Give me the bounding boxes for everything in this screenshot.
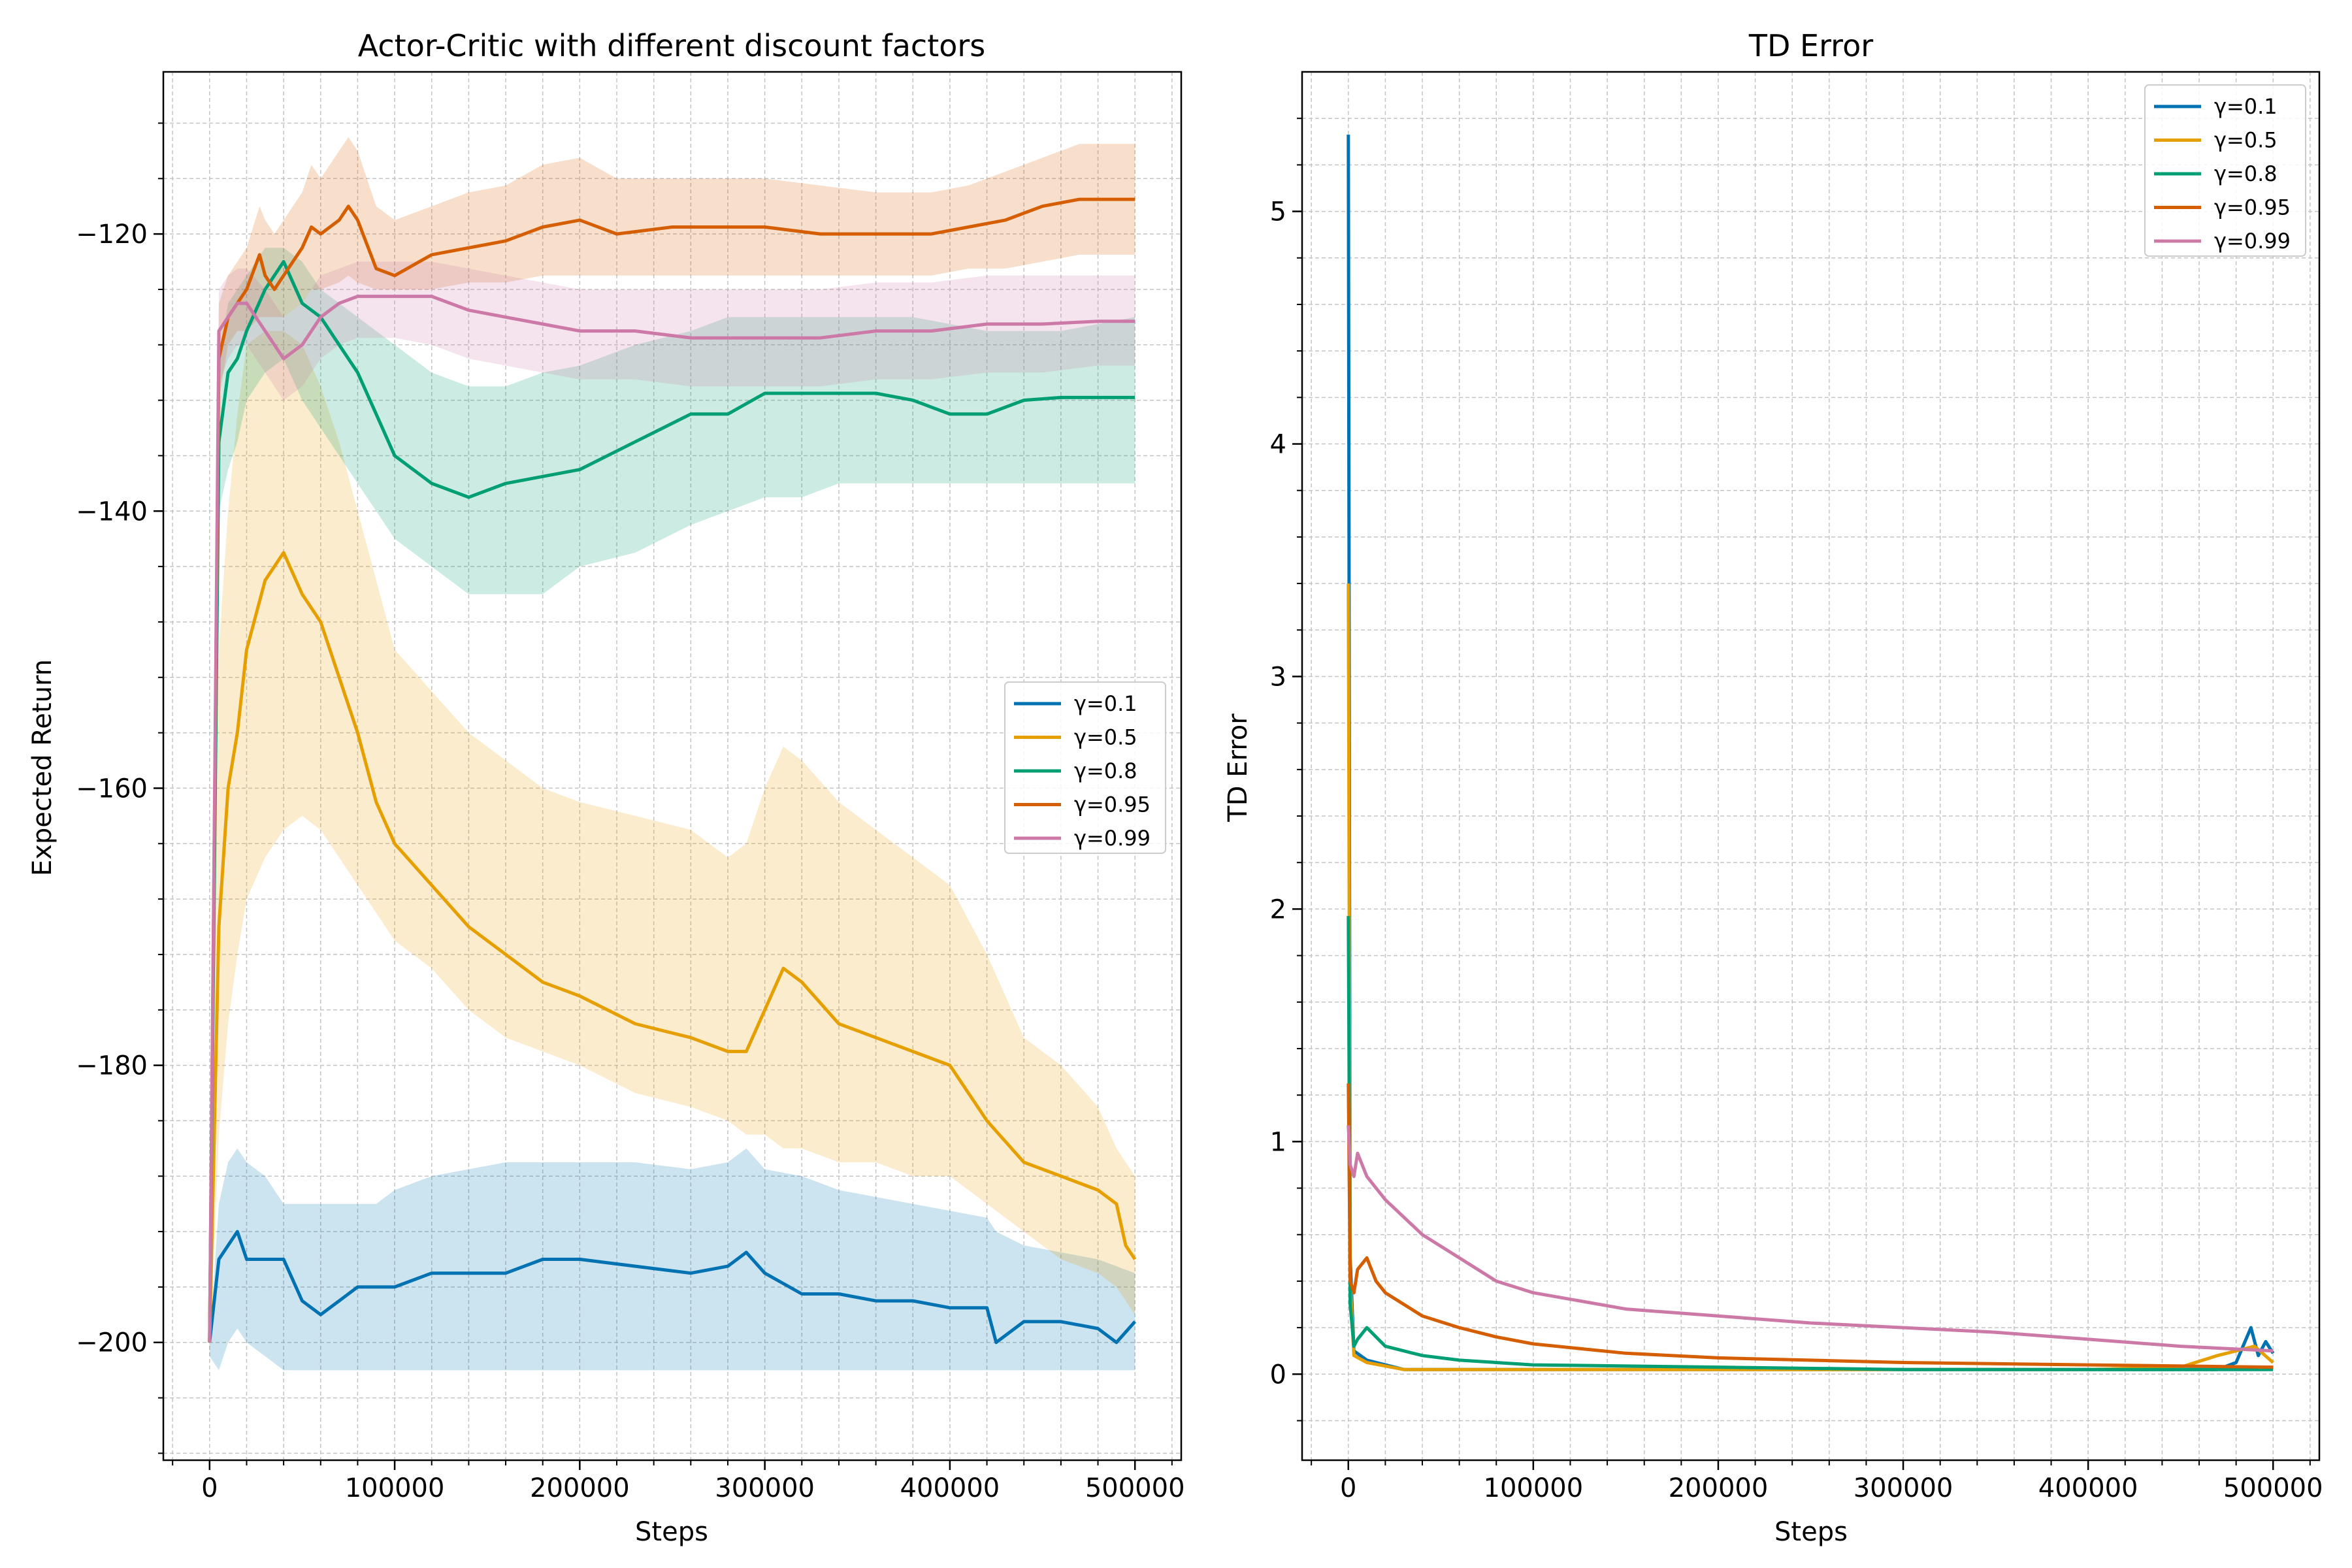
series-line <box>208 551 1137 1343</box>
series-line <box>1347 916 2274 1371</box>
y-tick-label: −200 <box>76 1328 148 1358</box>
legend-frame <box>2144 84 2306 257</box>
x-tick-label: 500000 <box>1085 1473 1185 1503</box>
plot-area <box>1347 135 2275 1371</box>
legend-label: γ=0.95 <box>1074 792 1151 817</box>
axes-frame <box>162 71 1183 1462</box>
x-tick-label: 200000 <box>1669 1473 1769 1503</box>
chart-panel-right: TD Error Steps TD Error 0 100000 200000 300… <box>1223 28 2323 1547</box>
series-line <box>208 295 1135 1343</box>
x-tick-label: 300000 <box>1854 1473 1953 1503</box>
legend-label: γ=0.99 <box>1074 826 1151 851</box>
x-tick-label: 100000 <box>1484 1473 1584 1503</box>
x-axis-label-right: Steps <box>1774 1517 1848 1547</box>
x-tick-label: 400000 <box>2038 1473 2138 1503</box>
chart-title-left: Actor-Critic with different discount fac… <box>358 28 986 63</box>
series-line <box>1347 1083 2274 1369</box>
x-tick-label: 0 <box>1340 1473 1356 1503</box>
chart-title-right: TD Error <box>1748 28 1873 63</box>
legend-label: γ=0.1 <box>2214 94 2278 119</box>
y-tick-label: −120 <box>76 220 148 250</box>
x-tick-label: 200000 <box>530 1473 630 1503</box>
series-band <box>209 248 1135 1356</box>
series-band <box>209 331 1135 1356</box>
legend-label: γ=0.99 <box>2214 229 2291 253</box>
legend: γ=0.1 γ=0.5 γ=0.8 γ=0.95 γ=0.99 <box>1004 681 1166 854</box>
x-tick-label: 500000 <box>2223 1473 2323 1503</box>
plot-area <box>208 137 1137 1371</box>
ticks: 0 100000 200000 300000 400000 500000 −120 −140 −… <box>76 122 1185 1503</box>
y-tick-label: 1 <box>1270 1127 1286 1157</box>
chart-panel-left: Actor-Critic with different discount fac… <box>27 28 1185 1547</box>
series-line <box>208 197 1135 1343</box>
legend-label: γ=0.95 <box>2214 195 2291 220</box>
series-band <box>209 137 1135 1356</box>
grid-lines <box>1302 72 2319 1460</box>
y-tick-label: −140 <box>76 497 148 527</box>
ticks: 0 100000 200000 300000 400000 500000 0 1 2 3 4 5 <box>1270 118 2323 1503</box>
y-tick-label: 0 <box>1270 1360 1286 1390</box>
legend-label: γ=0.8 <box>1074 759 1137 783</box>
series-band <box>209 1148 1135 1371</box>
legend-label: γ=0.1 <box>1074 691 1137 716</box>
y-tick-label: 5 <box>1270 197 1286 227</box>
legend-label: γ=0.5 <box>2214 128 2278 153</box>
y-axis-label-right: TD Error <box>1223 713 1253 823</box>
y-axis-label-left: Expected Return <box>27 659 57 876</box>
series-line <box>208 260 1135 1343</box>
x-tick-label: 0 <box>201 1473 218 1503</box>
y-tick-label: −160 <box>76 774 148 804</box>
x-tick-label: 400000 <box>900 1473 1000 1503</box>
x-tick-label: 300000 <box>715 1473 815 1503</box>
legend-label: γ=0.8 <box>2214 161 2278 186</box>
legend-frame <box>1004 681 1166 854</box>
series-line <box>1347 1125 2274 1353</box>
y-tick-label: 3 <box>1270 662 1286 692</box>
legend-label: γ=0.5 <box>1074 725 1137 750</box>
axes-frame <box>1301 71 2321 1462</box>
series-band <box>209 261 1135 1356</box>
y-tick-label: −180 <box>76 1051 148 1081</box>
series-line <box>208 1230 1137 1345</box>
x-axis-label-left: Steps <box>635 1517 708 1547</box>
x-tick-label: 100000 <box>345 1473 445 1503</box>
legend: γ=0.1 γ=0.5 γ=0.8 γ=0.95 γ=0.99 <box>2144 84 2306 257</box>
y-tick-label: 4 <box>1270 430 1286 460</box>
y-tick-label: 2 <box>1270 894 1286 924</box>
series-line <box>1347 583 2274 1371</box>
